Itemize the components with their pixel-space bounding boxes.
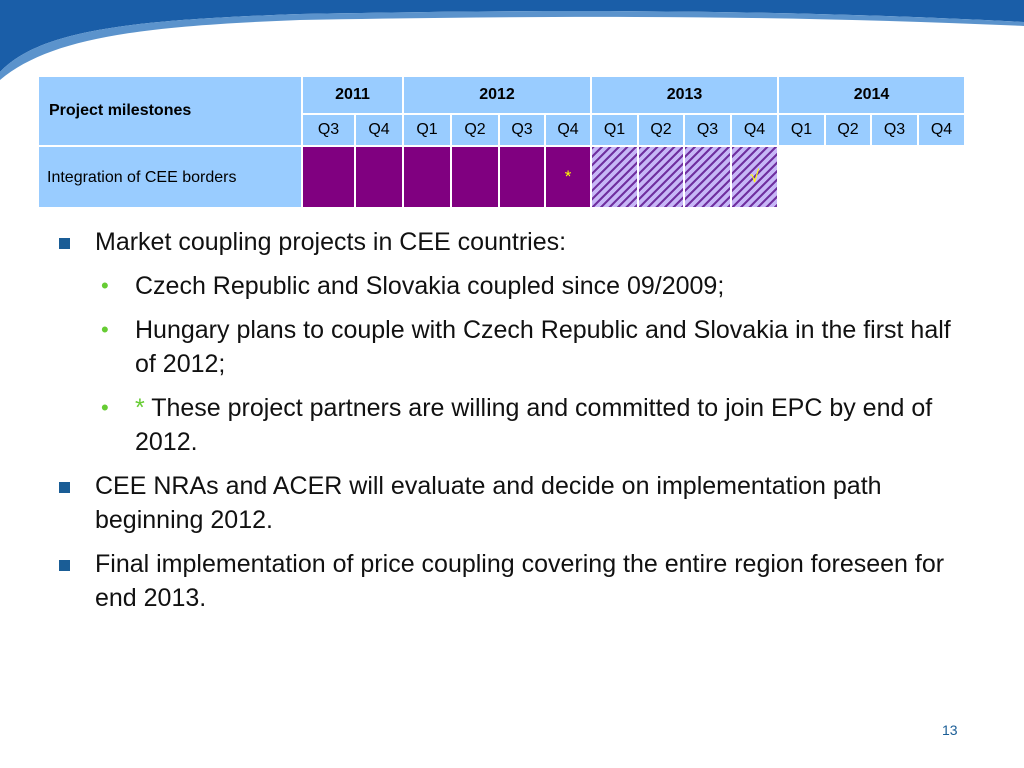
bullet-item: Final implementation of price coupling c… [56,547,956,615]
timeline-cell-solid [402,145,452,209]
quarter-header: Q1 [402,113,452,147]
quarter-header: Q4 [730,113,779,147]
quarter-header: Q3 [498,113,546,147]
bullet-text: Czech Republic and Slovakia coupled sinc… [135,272,725,300]
corner-header: Project milestones [37,75,303,147]
dot-bullet-icon: • [101,395,109,420]
bullet-list: Market coupling projects in CEE countrie… [56,225,956,625]
dot-bullet-icon: • [101,273,109,298]
cell-marker: * [564,167,572,186]
timeline-cell-empty [777,145,826,209]
page-number: 13 [942,722,958,738]
square-bullet-icon [59,238,70,249]
table-row: Integration of CEE borders * √ [37,145,966,209]
timeline-cell-empty [917,145,966,209]
year-header: 2011 [301,75,404,115]
timeline-cell-solid [498,145,546,209]
timeline-cell-hatched [637,145,685,209]
quarter-header: Q1 [590,113,639,147]
square-bullet-icon [59,560,70,571]
sub-bullet-item: • Czech Republic and Slovakia coupled si… [56,269,956,303]
quarter-header: Q4 [917,113,966,147]
square-bullet-icon [59,482,70,493]
timeline-cell-empty [870,145,919,209]
quarter-header-row: Q3 Q4 Q1 Q2 Q3 Q4 Q1 Q2 Q3 Q4 Q1 Q2 Q3 Q4 [38,113,966,147]
year-header: 2012 [402,75,592,115]
bullet-item: Market coupling projects in CEE countrie… [56,225,956,259]
quarter-header: Q2 [637,113,685,147]
bullet-item: CEE NRAs and ACER will evaluate and deci… [56,469,956,537]
dot-bullet-icon: • [101,317,109,342]
cell-marker: √ [749,167,760,186]
quarter-header: Q2 [824,113,872,147]
quarter-header: Q1 [777,113,826,147]
bullet-text: Final implementation of price coupling c… [95,550,945,612]
milestones-table: Project milestones 2011 2012 2013 2014 Q3 Q4… [37,75,966,209]
star-marker: * [135,394,145,422]
timeline-cell-hatched [683,145,732,209]
timeline-cell-hatched [590,145,639,209]
quarter-header: Q3 [870,113,919,147]
bullet-text: Market coupling projects in CEE countrie… [95,228,567,256]
timeline-cell-solid [301,145,356,209]
year-header: 2013 [590,75,779,115]
timeline-cell-empty [824,145,872,209]
quarter-header: Q4 [544,113,592,147]
quarter-header: Q3 [683,113,732,147]
quarter-header: Q4 [354,113,404,147]
sub-bullet-item: • Hungary plans to couple with Czech Rep… [56,313,956,381]
header-banner [0,0,1024,80]
bullet-text: These project partners are willing and c… [135,394,933,456]
timeline-cell-hatched: √ [730,145,779,209]
year-header: 2014 [777,75,966,115]
row-label: Integration of CEE borders [37,145,303,209]
timeline-cell-solid [450,145,500,209]
quarter-header: Q2 [450,113,500,147]
bullet-text: CEE NRAs and ACER will evaluate and deci… [95,472,882,534]
timeline-cell-solid: * [544,145,592,209]
quarter-header: Q3 [301,113,356,147]
year-header-row: Project milestones 2011 2012 2013 2014 [37,75,966,147]
sub-bullet-item: • * These project partners are willing a… [56,391,956,459]
bullet-text: Hungary plans to couple with Czech Repub… [135,316,951,378]
timeline-cell-solid [354,145,404,209]
